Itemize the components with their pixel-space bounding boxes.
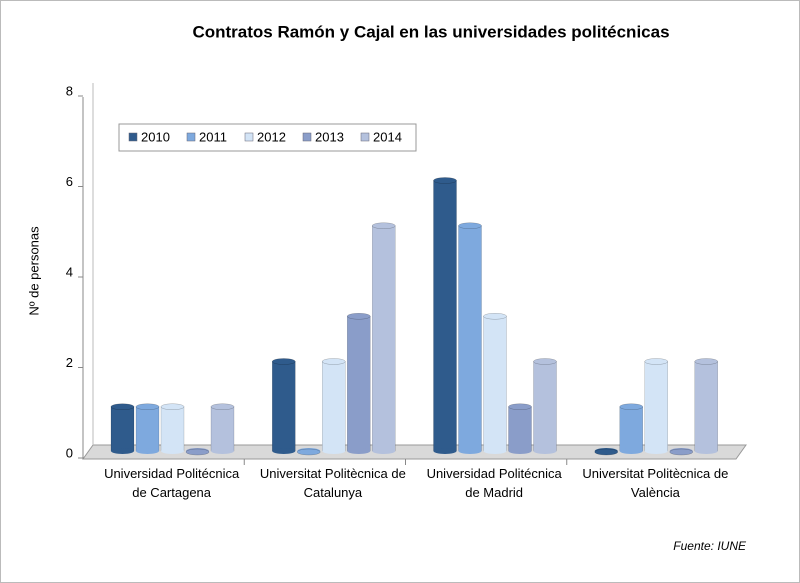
bar-bottom [322, 448, 346, 454]
bar-top [135, 403, 160, 410]
bar [160, 403, 185, 454]
bar [644, 358, 668, 454]
bar [135, 403, 160, 454]
bar-bottom [161, 448, 184, 454]
bar-body [160, 406, 185, 452]
bar-body [433, 180, 457, 452]
bar-top [322, 358, 346, 365]
bar-body [210, 406, 235, 452]
bar-top [272, 358, 296, 365]
bar [347, 313, 371, 454]
y-tick-label: 8 [66, 83, 73, 98]
bar [297, 448, 321, 456]
bar-top [619, 403, 643, 410]
bar-bottom [533, 448, 557, 454]
source: Fuente: IUNE [673, 539, 747, 553]
legend-label: 2011 [199, 129, 227, 144]
x-tick-label: Universidad Politécnica de Madrid [426, 466, 562, 500]
bar-body [347, 316, 371, 452]
bar-body [694, 361, 718, 452]
y-tick-label: 6 [66, 174, 73, 189]
bar-bottom [483, 448, 507, 454]
bar-body [619, 406, 643, 452]
bar [272, 358, 296, 454]
bar [322, 358, 346, 454]
bar-top [694, 358, 718, 365]
y-axis-label: Nº de personas [26, 226, 41, 316]
bar-bottom [458, 448, 482, 454]
bar-bottom [111, 448, 134, 454]
bar-top [160, 403, 185, 410]
legend-label: 2010 [141, 129, 170, 144]
bar-top [110, 403, 135, 410]
bar-bottom [372, 448, 396, 454]
bar [433, 177, 457, 454]
bar-top [644, 358, 668, 365]
bar-bottom [136, 448, 159, 454]
bar [483, 313, 507, 454]
bar-body [483, 316, 507, 452]
bar [458, 222, 482, 454]
bar [594, 448, 618, 456]
bar-bottom [211, 448, 234, 454]
bar [669, 448, 693, 456]
floor [82, 444, 747, 460]
bar-top [483, 313, 507, 320]
x-tick-label: Universitat Politècnica de València [582, 466, 729, 500]
bar-top [533, 358, 557, 365]
bar-top [433, 177, 457, 184]
bar [185, 448, 210, 456]
bar [372, 222, 396, 454]
bar-body [458, 225, 482, 452]
bar-bottom [644, 448, 668, 454]
legend-label: 2014 [373, 129, 402, 144]
bar-body [533, 361, 557, 452]
legend-swatch [186, 132, 196, 142]
y-tick-label: 0 [66, 445, 73, 460]
bar [508, 403, 532, 454]
legend-label: 2012 [257, 129, 286, 144]
bar-bottom [347, 448, 371, 454]
bar-top [185, 448, 210, 456]
bar [533, 358, 557, 454]
bar-top [297, 448, 321, 456]
bar-top [347, 313, 371, 320]
bar-top [372, 222, 396, 229]
bar [210, 403, 235, 454]
bar-bottom [433, 448, 457, 454]
bar-body [272, 361, 296, 452]
bar-bottom [272, 448, 296, 454]
bar [694, 358, 718, 454]
bar-top [458, 222, 482, 229]
bar [619, 403, 643, 454]
bar [110, 403, 135, 454]
bar-top [210, 403, 235, 410]
bar-body [372, 225, 396, 452]
x-tick-label: Universidad Politécnica de Cartagena [104, 466, 240, 500]
legend-label: 2013 [315, 129, 344, 144]
chart-title: Contratos Ramón y Cajal en las universid… [192, 22, 669, 41]
bar-top [669, 448, 693, 456]
legend-swatch [244, 132, 254, 142]
bar-top [508, 403, 532, 410]
y-tick-label: 4 [66, 264, 73, 279]
bar-body [110, 406, 135, 452]
bar-bottom [508, 448, 532, 454]
bar-top [594, 448, 618, 456]
bar-bottom [694, 448, 718, 454]
y-tick-label: 2 [66, 355, 73, 370]
bar-bottom [619, 448, 643, 454]
bar-body [135, 406, 160, 452]
legend-swatch [128, 132, 138, 142]
bar-body [508, 406, 532, 452]
legend-swatch [302, 132, 312, 142]
legend-swatch [360, 132, 370, 142]
bar-body [644, 361, 668, 452]
bar-body [322, 361, 346, 452]
x-tick-label: Universitat Politècnica de Catalunya [259, 466, 406, 500]
